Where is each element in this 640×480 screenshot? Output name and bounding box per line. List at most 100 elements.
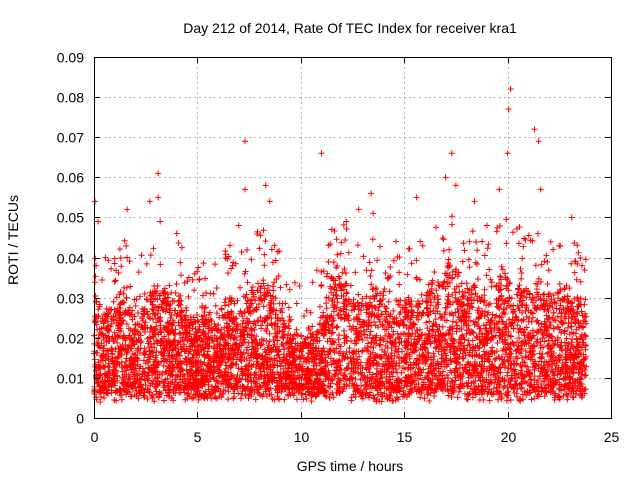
data-point (333, 324, 340, 331)
data-point (355, 291, 362, 298)
data-point (380, 292, 387, 299)
data-point (171, 307, 178, 314)
data-point (123, 294, 130, 301)
data-point (366, 319, 373, 326)
data-point (271, 321, 278, 328)
data-point (377, 341, 384, 348)
data-point (410, 320, 417, 327)
data-point (577, 295, 584, 302)
data-point (305, 325, 312, 332)
data-point (456, 388, 463, 395)
data-point (454, 394, 461, 401)
data-point (149, 392, 156, 399)
data-point (515, 285, 522, 292)
data-point (168, 394, 175, 401)
data-point (331, 371, 338, 378)
data-point (556, 306, 563, 313)
data-point (507, 381, 514, 388)
data-point (558, 342, 565, 349)
data-point (376, 342, 383, 349)
data-point (460, 301, 467, 308)
data-point (431, 353, 438, 360)
data-point (556, 386, 563, 393)
data-point (111, 329, 118, 336)
data-point (162, 368, 169, 375)
data-point (460, 294, 467, 301)
data-point (424, 312, 431, 319)
data-point (528, 396, 535, 403)
data-point (271, 361, 278, 368)
data-point (270, 287, 277, 294)
data-point (373, 285, 380, 292)
data-point (266, 330, 273, 337)
data-point (525, 334, 532, 341)
data-point (449, 318, 456, 325)
data-point (230, 395, 237, 402)
data-point (494, 339, 501, 346)
data-point (479, 382, 486, 389)
data-point (535, 361, 542, 368)
data-point (161, 289, 168, 296)
data-point (301, 372, 308, 379)
data-point (395, 334, 402, 341)
data-point (338, 287, 345, 294)
data-point (140, 317, 147, 324)
data-point (330, 394, 337, 401)
data-point (175, 293, 182, 300)
data-point (467, 317, 474, 324)
data-point (214, 379, 221, 386)
data-point (514, 393, 521, 400)
data-point (240, 317, 247, 324)
data-point (110, 360, 117, 367)
data-point (460, 322, 467, 329)
data-point (302, 391, 309, 398)
data-point (131, 313, 138, 320)
data-point (179, 334, 186, 341)
data-point (513, 291, 520, 298)
data-point (114, 339, 121, 346)
data-point (352, 376, 359, 383)
data-point (334, 323, 341, 330)
data-point (308, 398, 315, 405)
data-point (329, 329, 336, 336)
data-point (463, 395, 470, 402)
data-point (571, 295, 578, 302)
data-point (462, 289, 469, 296)
data-point (254, 280, 261, 287)
data-point (114, 305, 121, 312)
data-point (376, 318, 383, 325)
data-point (423, 319, 430, 326)
data-point (582, 296, 589, 303)
data-point (157, 292, 164, 299)
data-point (270, 336, 277, 343)
data-point (506, 280, 513, 286)
data-point (382, 332, 389, 339)
data-point (118, 352, 125, 359)
data-point (178, 308, 185, 315)
data-point (576, 380, 583, 387)
data-point (330, 308, 337, 315)
data-point (565, 311, 572, 318)
data-point (232, 361, 239, 368)
data-point (95, 379, 102, 386)
data-point (225, 396, 232, 403)
data-point (323, 305, 330, 312)
data-point (465, 362, 472, 369)
data-point (144, 395, 151, 402)
data-point (120, 290, 127, 297)
data-point (350, 296, 357, 303)
data-point (448, 378, 455, 385)
data-point (545, 291, 552, 298)
data-point (507, 397, 514, 404)
data-point (340, 286, 347, 293)
data-point (418, 369, 425, 376)
data-point (113, 294, 120, 301)
data-point (336, 332, 343, 339)
data-point (388, 350, 395, 357)
data-point (239, 313, 246, 320)
data-point (522, 307, 529, 314)
data-point (498, 276, 505, 283)
data-point (539, 330, 546, 337)
data-point (197, 358, 204, 365)
